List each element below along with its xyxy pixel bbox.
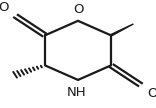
Text: NH: NH bbox=[67, 86, 86, 99]
Text: O: O bbox=[73, 3, 83, 16]
Polygon shape bbox=[110, 24, 133, 36]
Text: O: O bbox=[0, 1, 9, 14]
Text: O: O bbox=[147, 87, 156, 100]
